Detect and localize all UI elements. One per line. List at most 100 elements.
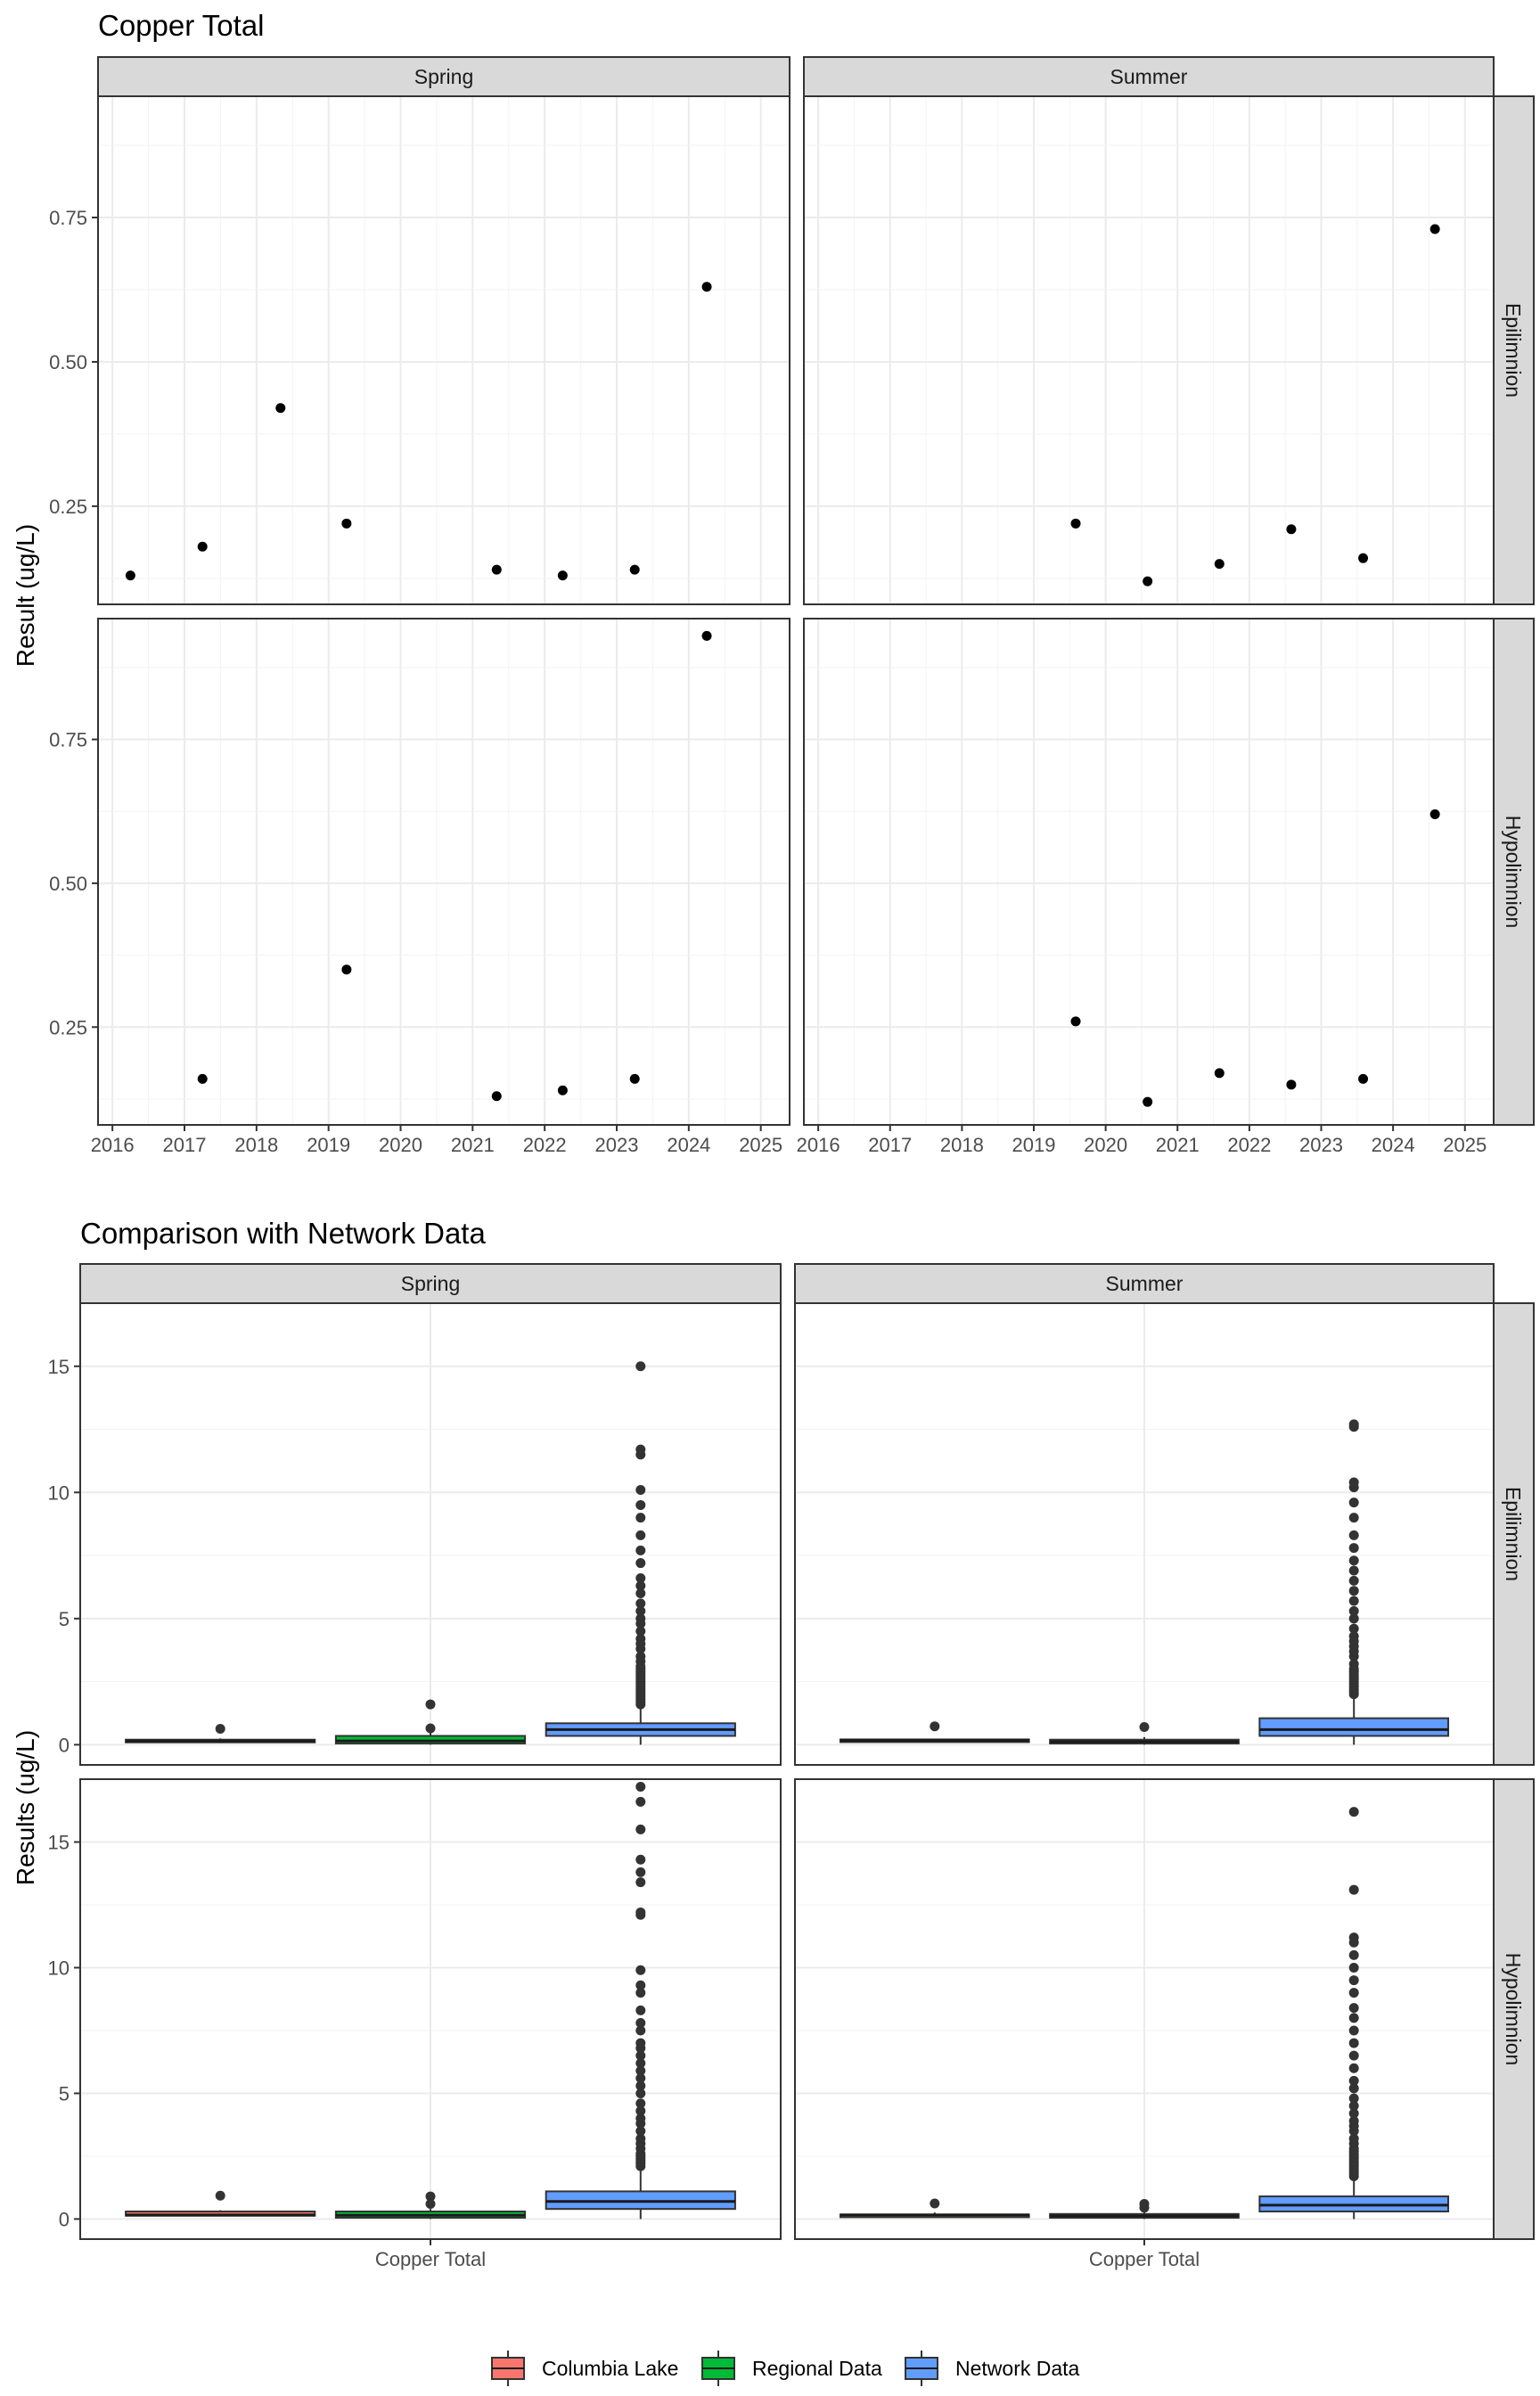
data-point: [341, 518, 352, 529]
x-tick-label: 2022: [1227, 1134, 1271, 1156]
panel-background: [804, 619, 1494, 1125]
outlier-point: [1348, 2083, 1359, 2094]
x-tick-label: 2020: [379, 1134, 422, 1156]
outlier-point: [635, 1988, 646, 1998]
x-tick-label: 2022: [523, 1134, 567, 1156]
outlier-point: [1139, 2199, 1150, 2210]
outlier-point: [635, 2133, 646, 2144]
box-regional-data: [1049, 1722, 1240, 1745]
outlier-point: [1348, 2075, 1359, 2086]
data-point: [197, 1073, 208, 1084]
y-tick-label: 5: [59, 1608, 70, 1630]
x-tick-label: 2021: [451, 1134, 495, 1156]
outlier-point: [1348, 2013, 1359, 2023]
x-tick-label: 2020: [1084, 1134, 1127, 1156]
y-tick-label: 0.25: [49, 1016, 87, 1038]
outlier-point: [635, 2080, 646, 2091]
data-point: [1070, 518, 1081, 529]
facet-strip-label: Hypolimnion: [1502, 1953, 1525, 2066]
outlier-point: [1348, 1596, 1359, 1606]
facet-strip-label: Epilimnion: [1502, 1487, 1525, 1581]
data-point: [275, 403, 286, 414]
outlier-point: [1348, 2093, 1359, 2104]
outlier-point: [635, 1651, 646, 1662]
outlier-point: [1348, 1513, 1359, 1523]
outlier-point: [1348, 2101, 1359, 2112]
outlier-point: [635, 1605, 646, 1616]
outlier-point: [1348, 1623, 1359, 1634]
outlier-point: [1348, 1555, 1359, 1566]
panel-background: [98, 619, 790, 1125]
panel-background: [98, 96, 790, 604]
x-tick-label: 2025: [1443, 1134, 1487, 1156]
outlier-point: [635, 1580, 646, 1591]
facet-strip-hypolimnion: [1493, 618, 1535, 1126]
outlier-point: [1348, 1631, 1359, 1642]
outlier-point: [215, 1724, 225, 1735]
outlier-point: [1348, 1949, 1359, 1960]
box-columbia-lake: [839, 1721, 1030, 1744]
box-regional-data: [334, 1699, 527, 1745]
scatter-panel-summer-hypolimnion: 2016 2017 2018 2019 2020 2021 2022 2023 2024 2025: [797, 618, 1495, 1156]
outlier-point: [930, 1721, 940, 1732]
x-tick-label: 2018: [940, 1134, 984, 1156]
box-panel-spring-epilimnion: 0 5 10 15: [48, 1302, 782, 1766]
outlier-point: [1348, 2115, 1359, 2126]
outlier-point: [635, 2088, 646, 2098]
box-network-data: [1258, 1419, 1450, 1745]
box-columbia-lake: [839, 2198, 1030, 2219]
outlier-point: [635, 1626, 646, 1637]
outlier-point: [425, 1699, 436, 1710]
outlier-point: [1348, 1543, 1359, 1554]
y-tick-label: 0: [59, 2208, 70, 2230]
facet-strip-spring: [79, 1263, 782, 1304]
facet-strip-label: Summer: [1106, 1272, 1184, 1295]
outlier-point: [1348, 1477, 1359, 1488]
data-point: [1358, 1073, 1369, 1084]
y-tick-label: 0.75: [49, 729, 87, 751]
outlier-point: [1348, 2063, 1359, 2073]
facet-strip-spring: [97, 56, 790, 97]
box-panel-spring-hypolimnion: 0 5 10 15 Copper Total: [48, 1778, 782, 2270]
box-columbia-lake: [125, 1724, 316, 1744]
box-network-data: [1258, 1807, 1450, 2220]
outlier-point: [635, 1361, 646, 1372]
y-tick-label: 0: [59, 1734, 70, 1756]
data-point: [701, 282, 712, 292]
outlier-point: [635, 1867, 646, 1877]
outlier-point: [1348, 1605, 1359, 1616]
legend: Columbia Lake Regional Data Network Data: [491, 2351, 1080, 2386]
outlier-point: [1348, 1613, 1359, 1624]
y-tick-label: 0.50: [49, 873, 87, 895]
data-point: [557, 1085, 568, 1095]
x-tick-label: 2017: [163, 1134, 207, 1156]
outlier-point: [635, 1545, 646, 1555]
outlier-point: [1348, 1419, 1359, 1430]
outlier-point: [1348, 1962, 1359, 1973]
facet-strip-hypolimnion: [1493, 1778, 1535, 2240]
outlier-point: [930, 2198, 940, 2209]
x-tick-label: 2024: [1372, 1134, 1415, 1156]
legend-entry-regional-data: Regional Data: [701, 2351, 882, 2386]
outlier-point: [635, 1613, 646, 1624]
data-point: [629, 564, 640, 575]
scatter-chart-title: Copper Total: [98, 9, 265, 42]
data-point: [1143, 576, 1153, 587]
outlier-point: [1348, 1659, 1359, 1670]
legend-entry-columbia-lake: Columbia Lake: [491, 2351, 678, 2386]
data-point: [341, 964, 352, 975]
outlier-point: [215, 2190, 225, 2201]
box-network-data: [545, 1361, 736, 1745]
outlier-point: [1348, 1807, 1359, 1818]
y-tick-label: 0.50: [49, 351, 87, 373]
data-point: [125, 570, 135, 581]
outlier-point: [1348, 1575, 1359, 1586]
outlier-point: [635, 2050, 646, 2061]
data-point: [491, 564, 502, 575]
outlier-point: [635, 1781, 646, 1792]
box-columbia-lake: [125, 2190, 316, 2217]
scatter-panel-summer-epilimnion: [803, 95, 1495, 605]
legend-label: Regional Data: [752, 2357, 882, 2380]
outlier-point: [635, 1444, 646, 1455]
